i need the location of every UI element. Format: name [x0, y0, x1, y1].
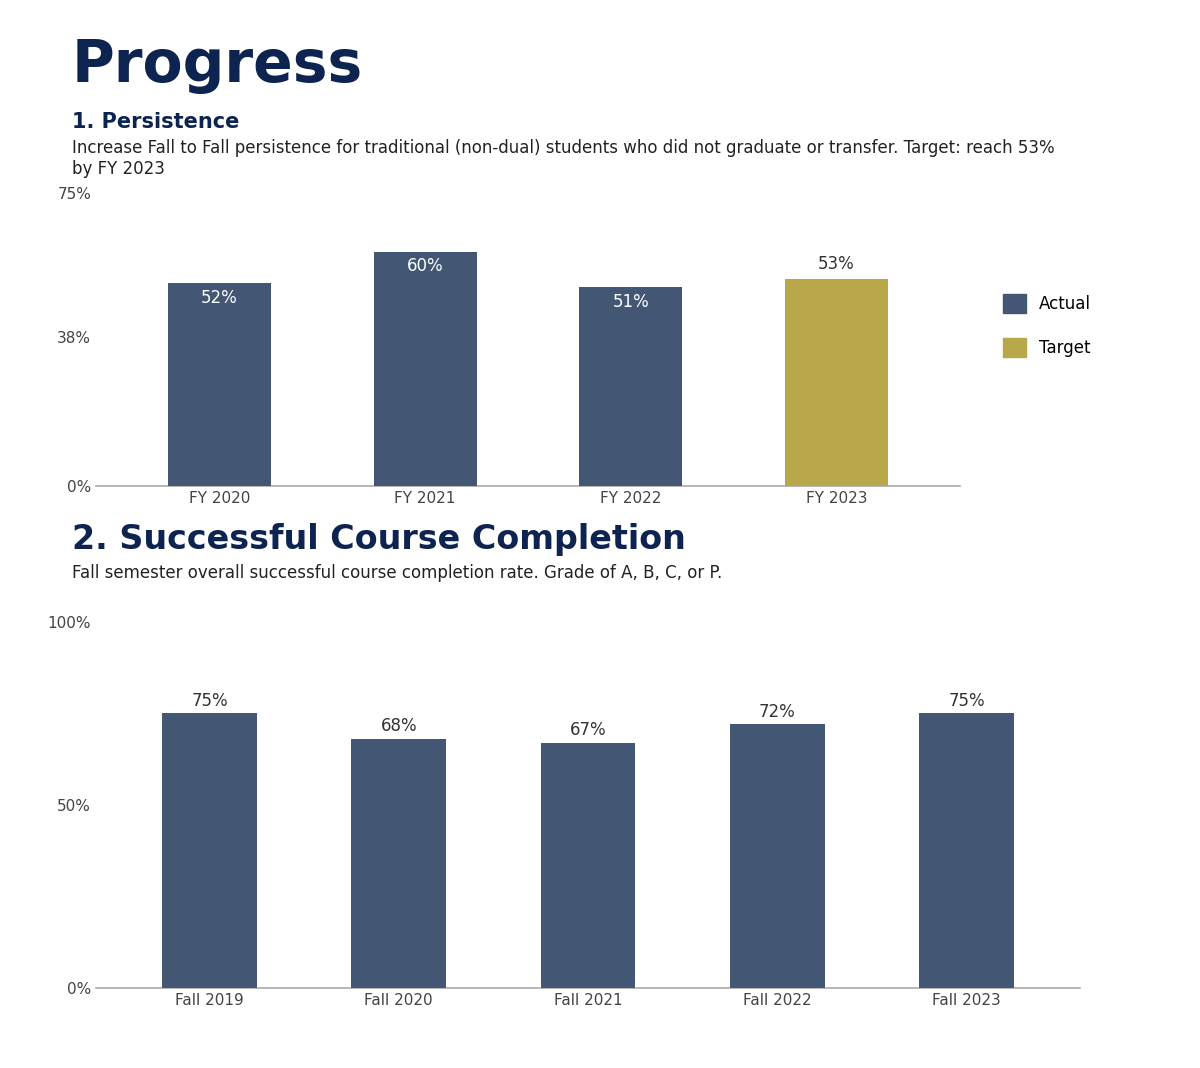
Text: Increase Fall to Fall persistence for traditional (non-dual) students who did no: Increase Fall to Fall persistence for tr… [72, 139, 1055, 177]
Bar [785, 279, 888, 486]
Text: 1. Persistence: 1. Persistence [72, 112, 239, 132]
Text: 53%: 53% [818, 255, 854, 273]
Text: 67%: 67% [570, 721, 606, 739]
Text: 52%: 52% [202, 288, 238, 307]
Text: 51%: 51% [612, 293, 649, 311]
Bar [919, 713, 1014, 988]
Text: 2. Successful Course Completion: 2. Successful Course Completion [72, 523, 686, 556]
Text: 68%: 68% [380, 718, 418, 736]
Bar [541, 742, 635, 988]
Legend: Actual, Target: Actual, Target [995, 285, 1099, 366]
Bar [352, 739, 446, 988]
Text: 72%: 72% [758, 703, 796, 721]
Bar [580, 286, 683, 486]
Text: 75%: 75% [191, 692, 228, 710]
Text: Fall semester overall successful course completion rate. Grade of A, B, C, or P.: Fall semester overall successful course … [72, 564, 722, 582]
Bar [730, 724, 824, 988]
Bar [168, 283, 271, 486]
Bar [373, 251, 476, 486]
Text: 60%: 60% [407, 257, 444, 276]
Text: 75%: 75% [948, 692, 985, 710]
Text: Progress: Progress [72, 37, 364, 94]
Bar [162, 713, 257, 988]
